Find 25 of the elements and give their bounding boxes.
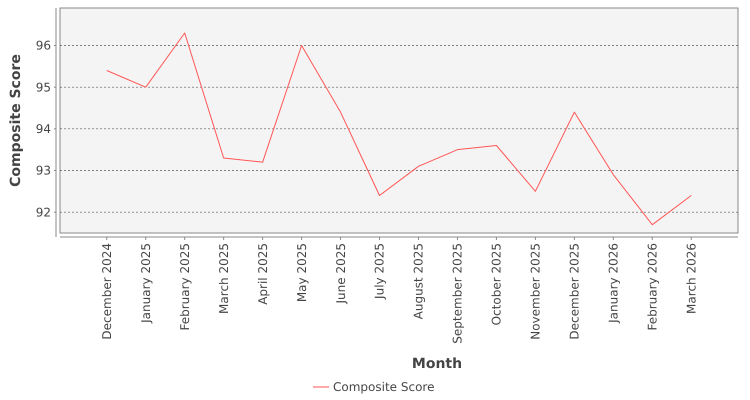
x-tick-label: December 2025	[568, 243, 582, 340]
x-tick-label: January 2026	[606, 243, 621, 324]
x-tick-label: February 2025	[178, 243, 192, 331]
x-tick-label: October 2025	[490, 243, 504, 326]
x-tick-label: March 2026	[684, 243, 698, 314]
x-tick-label: March 2025	[216, 243, 231, 314]
x-tick-label: September 2025	[450, 243, 465, 344]
x-tick-label: August 2025	[412, 243, 426, 320]
x-tick-label: April 2025	[256, 243, 270, 305]
x-tick-label: June 2025	[334, 243, 348, 304]
legend-label: Composite Score	[333, 380, 434, 394]
x-tick-label: December 2024	[100, 243, 114, 340]
y-tick-label: 92	[36, 205, 51, 220]
y-tick-label: 96	[36, 38, 51, 53]
x-tick-label: January 2025	[138, 243, 153, 324]
x-tick-label: November 2025	[528, 243, 543, 340]
x-tick-label: July 2025	[372, 243, 387, 300]
x-tick-label: May 2025	[294, 243, 309, 302]
y-tick-label: 93	[36, 164, 51, 178]
y-axis-title: Composite Score	[8, 54, 24, 187]
y-tick-label: 94	[36, 122, 51, 136]
line-series	[106, 32, 692, 226]
x-tick-label: February 2026	[645, 243, 660, 331]
x-axis-title: Month	[412, 356, 462, 372]
y-tick-label: 95	[36, 80, 51, 94]
